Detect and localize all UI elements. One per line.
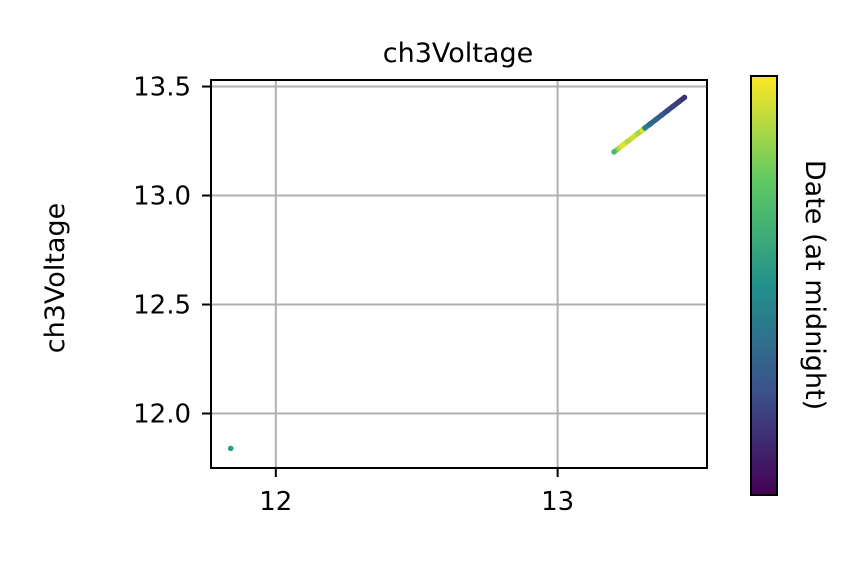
scatter-point xyxy=(681,94,688,101)
scatter-point xyxy=(227,445,234,452)
data-points xyxy=(227,94,688,452)
colorbar xyxy=(750,75,778,496)
chart-title: ch3Voltage xyxy=(383,38,533,69)
scatter-point xyxy=(619,142,626,149)
scatter-point xyxy=(611,149,617,155)
x-tick-label: 13 xyxy=(541,487,574,517)
scatter-point xyxy=(630,133,637,140)
plot-frame xyxy=(210,79,708,469)
y-axis-label: ch3Voltage xyxy=(40,203,71,353)
x-axis-ticks: 12 13 xyxy=(259,468,574,517)
scatter-point xyxy=(659,112,665,118)
grid xyxy=(211,80,707,468)
scatter-point xyxy=(647,120,654,127)
y-axis-ticks: 12.0 12.5 13.0 13.5 xyxy=(133,73,211,430)
scatter-point xyxy=(670,103,676,109)
y-tick-label: 13.5 xyxy=(133,73,191,103)
y-tick-label: 12.0 xyxy=(133,400,191,430)
scatter-point xyxy=(653,116,660,123)
scatter-point xyxy=(676,98,682,105)
colorbar-label: Date (at midnight) xyxy=(799,160,830,410)
scatter-point xyxy=(625,138,631,144)
scatter-point xyxy=(664,107,671,114)
scatter-point xyxy=(642,125,648,131)
x-tick-label: 12 xyxy=(259,487,292,517)
y-tick-label: 12.5 xyxy=(133,291,191,321)
y-tick-label: 13.0 xyxy=(133,182,191,212)
